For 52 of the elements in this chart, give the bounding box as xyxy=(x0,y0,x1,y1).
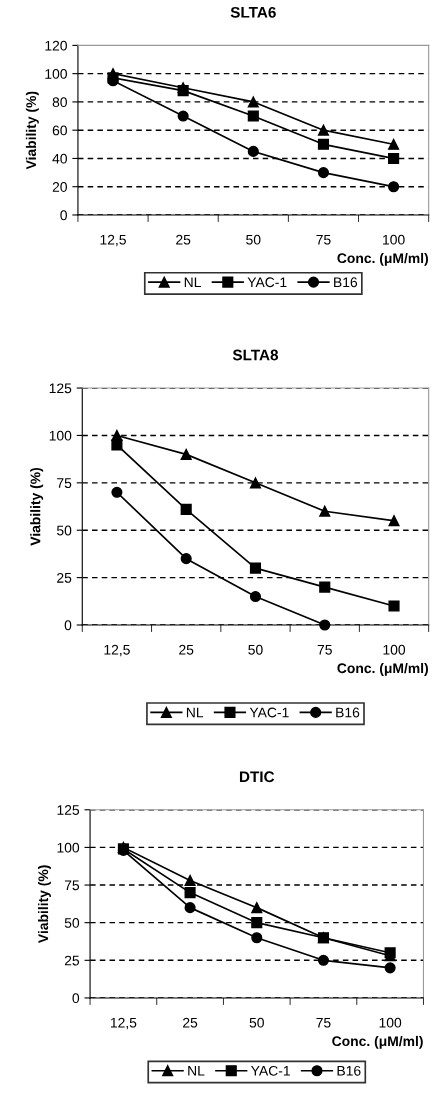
y-tick-label: 80 xyxy=(52,97,67,108)
legend-label: YAC-1 xyxy=(247,277,287,288)
x-tick-label: 100 xyxy=(383,644,406,655)
chart-title: DTIC xyxy=(239,771,275,783)
y-tick-label: 125 xyxy=(57,805,80,815)
x-tick-label: 50 xyxy=(246,234,261,245)
y-tick-label: 0 xyxy=(60,210,67,221)
x-tick-label: 50 xyxy=(249,1017,264,1028)
x-tick-label: 25 xyxy=(183,1017,198,1028)
y-tick-label: 50 xyxy=(64,918,80,928)
y-tick-label: 25 xyxy=(57,572,72,583)
x-tick-label: 100 xyxy=(383,234,405,245)
y-tick-label: 100 xyxy=(49,430,72,441)
y-axis-title: Viability (%) xyxy=(37,865,51,943)
y-tick-label: 0 xyxy=(72,993,80,1004)
x-tick-label: 75 xyxy=(316,234,331,245)
legend-label: YAC-1 xyxy=(249,707,289,718)
x-tick-label: 100 xyxy=(379,1017,402,1028)
x-tick-label: 12,5 xyxy=(110,1017,137,1030)
x-axis-title: Conc. (μM/ml) xyxy=(337,662,428,676)
y-tick-label: 125 xyxy=(49,383,72,394)
legend-label: NL xyxy=(184,277,201,288)
y-tick-label: 75 xyxy=(57,478,72,488)
y-tick-label: 100 xyxy=(57,842,80,853)
legend-label: NL xyxy=(186,707,204,718)
y-axis-title: Viability (%) xyxy=(25,91,39,170)
x-tick-label: 25 xyxy=(176,234,191,245)
legend-label: B16 xyxy=(334,277,358,288)
x-tick-label: 50 xyxy=(248,644,263,655)
legend-label: B16 xyxy=(336,707,360,718)
y-tick-label: 75 xyxy=(64,880,80,891)
legend-label: B16 xyxy=(337,1065,361,1076)
y-tick-label: 120 xyxy=(45,40,67,51)
legend-label: YAC-1 xyxy=(251,1065,290,1076)
x-tick-label: 25 xyxy=(179,644,194,655)
y-tick-label: 60 xyxy=(52,125,67,136)
chart-title: SLTA8 xyxy=(232,349,279,361)
x-tick-label: 12,5 xyxy=(100,234,126,247)
y-tick-label: 100 xyxy=(45,69,67,79)
y-tick-label: 25 xyxy=(64,955,80,966)
x-tick-label: 75 xyxy=(317,644,332,655)
x-tick-label: 12,5 xyxy=(104,644,130,657)
y-tick-label: 50 xyxy=(56,525,72,536)
y-axis-title: Viability (%) xyxy=(30,467,44,546)
y-tick-label: 20 xyxy=(52,182,67,192)
chart-title: SLTA6 xyxy=(230,6,276,18)
y-tick-label: 40 xyxy=(52,153,67,164)
legend-label: NL xyxy=(188,1066,205,1076)
x-axis-title: Conc. (μM/ml) xyxy=(337,252,428,266)
x-axis-title: Conc. (μM/ml) xyxy=(332,1035,423,1049)
x-tick-label: 75 xyxy=(316,1017,331,1028)
y-tick-label: 0 xyxy=(64,620,72,631)
